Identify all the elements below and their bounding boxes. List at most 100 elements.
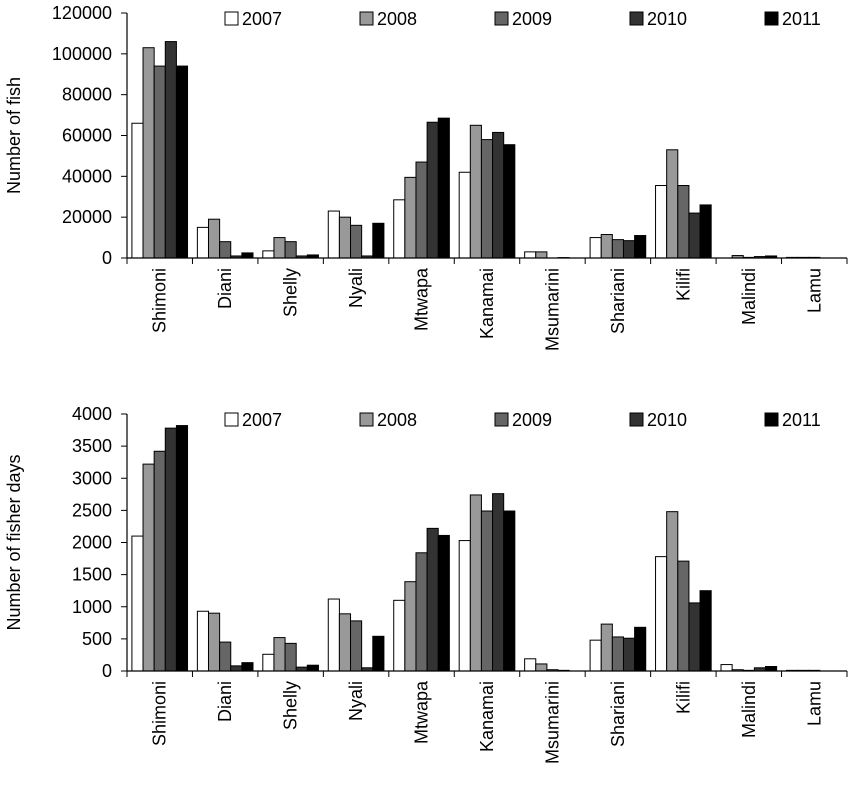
bar	[350, 620, 363, 672]
x-tick-label: Diani	[215, 268, 235, 309]
bar	[655, 556, 668, 672]
bar	[393, 199, 406, 259]
x-tick-label: Shariani	[608, 268, 628, 334]
y-tick-label: 500	[82, 629, 112, 649]
bar	[262, 250, 275, 259]
y-tick-label: 2000	[72, 533, 112, 553]
legend-swatch	[359, 412, 374, 427]
y-tick-label: 80000	[62, 85, 112, 105]
bar	[600, 623, 613, 672]
bar	[153, 450, 166, 672]
y-axis-label: Number of fish	[4, 77, 24, 194]
x-tick-label: Kilifi	[673, 268, 693, 301]
y-tick-label: 3500	[72, 436, 112, 456]
bar	[131, 535, 144, 672]
legend-swatch	[494, 412, 509, 427]
bar	[415, 552, 428, 672]
bar	[230, 665, 243, 672]
bar	[262, 653, 275, 672]
legend-swatch	[629, 412, 644, 427]
bar	[688, 212, 701, 259]
bar	[426, 527, 439, 672]
bar	[524, 658, 537, 672]
y-tick-label: 120000	[52, 3, 112, 23]
bar	[241, 252, 254, 259]
bar	[480, 510, 494, 672]
bar	[207, 612, 221, 672]
bar	[142, 463, 155, 672]
x-tick-label: Lamu	[804, 268, 824, 313]
x-tick-label: Nyali	[346, 268, 366, 308]
y-tick-label: 0	[102, 248, 112, 268]
bar	[437, 117, 450, 259]
legend-swatch	[764, 11, 779, 26]
bar	[196, 226, 209, 259]
bar	[699, 590, 712, 672]
bar	[688, 602, 701, 672]
y-tick-label: 1000	[72, 597, 112, 617]
bar	[219, 241, 232, 259]
bar	[469, 494, 482, 672]
y-tick-label: 0	[102, 661, 112, 681]
bar	[164, 427, 177, 672]
bar	[284, 241, 297, 259]
bar	[634, 235, 647, 259]
legend-swatch	[764, 412, 779, 427]
bar	[677, 560, 690, 672]
bar	[207, 218, 221, 259]
bar	[469, 124, 482, 259]
bar	[284, 642, 297, 672]
bar	[622, 240, 636, 259]
bar	[404, 581, 417, 672]
bar	[196, 610, 209, 672]
x-tick-label: Malindi	[739, 268, 759, 325]
legend-swatch	[224, 412, 239, 427]
legend-label: 2007	[242, 9, 282, 29]
bar	[492, 493, 505, 672]
x-tick-label: Shimoni	[150, 268, 170, 333]
legend-label: 2010	[647, 9, 687, 29]
y-tick-label: 2500	[72, 500, 112, 520]
bar	[666, 149, 679, 259]
bar	[131, 122, 144, 259]
y-tick-label: 60000	[62, 126, 112, 146]
x-tick-label: Shelly	[281, 681, 301, 730]
bar	[611, 239, 624, 259]
x-tick-label: Lamu	[804, 681, 824, 726]
y-tick-label: 20000	[62, 207, 112, 227]
legend-label: 2010	[647, 410, 687, 430]
bar	[393, 599, 406, 672]
bar	[535, 251, 548, 259]
x-tick-label: Msumarini	[542, 681, 562, 764]
legend-swatch	[629, 11, 644, 26]
x-tick-label: Kanamai	[477, 681, 497, 752]
y-tick-label: 40000	[62, 166, 112, 186]
bar	[720, 664, 733, 672]
bar	[175, 65, 189, 259]
bar	[480, 139, 494, 259]
bar	[699, 204, 712, 259]
bar	[338, 613, 352, 672]
bar	[164, 41, 177, 259]
x-tick-label: Diani	[215, 681, 235, 722]
bar	[600, 234, 613, 259]
bar	[372, 222, 385, 259]
bar	[273, 237, 286, 259]
bar	[492, 131, 505, 259]
y-axis-label: Number of fisher days	[4, 454, 24, 630]
bar	[153, 65, 166, 259]
legend-swatch	[224, 11, 239, 26]
y-tick-label: 3000	[72, 468, 112, 488]
bar	[437, 534, 450, 672]
bar	[589, 639, 602, 672]
bar	[589, 237, 602, 259]
bar	[273, 637, 286, 672]
bar	[426, 121, 439, 259]
bar	[350, 224, 363, 259]
bar	[327, 210, 340, 259]
bar	[677, 185, 690, 259]
bar	[306, 664, 319, 672]
legend-label: 2007	[242, 410, 282, 430]
bar	[338, 216, 352, 259]
